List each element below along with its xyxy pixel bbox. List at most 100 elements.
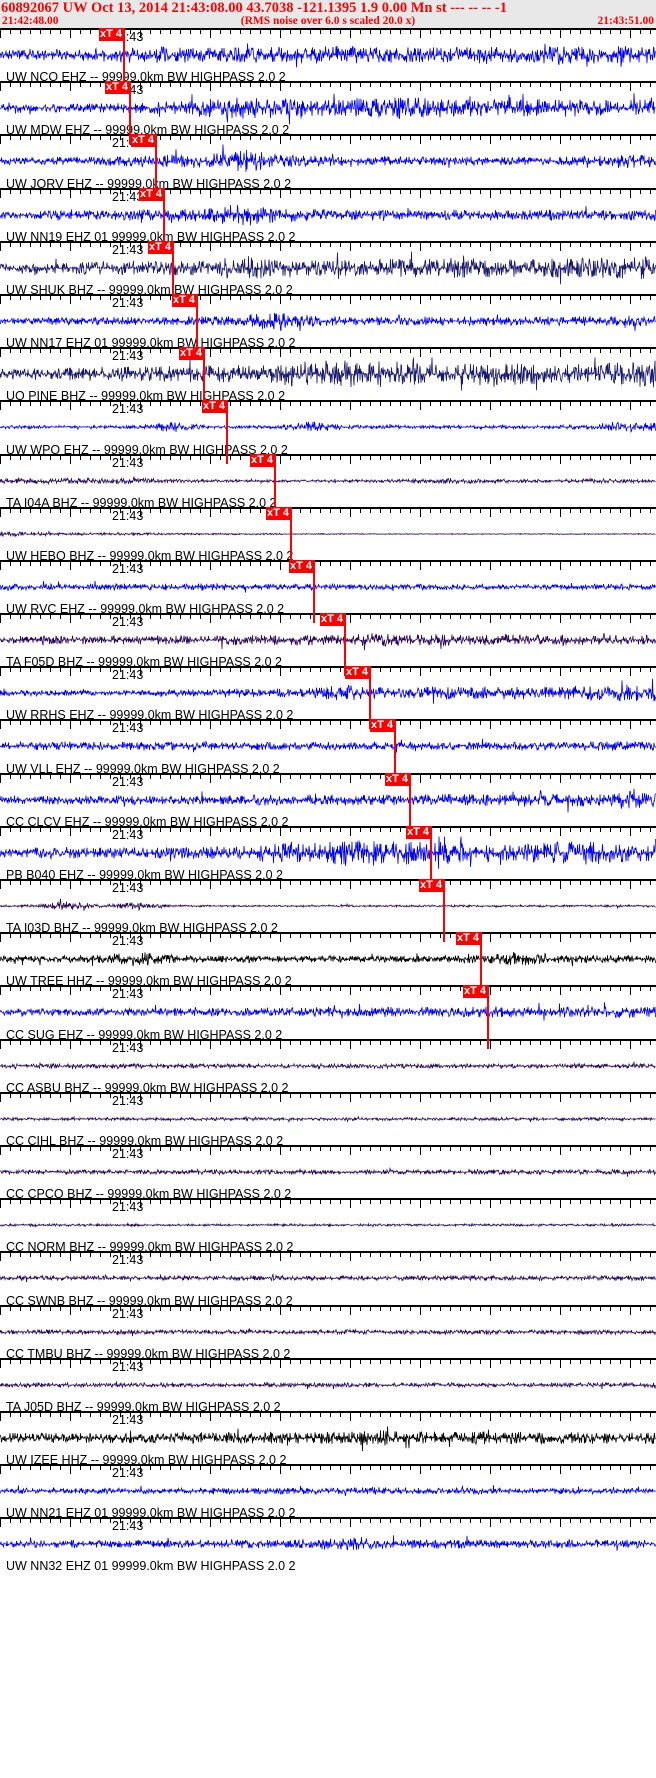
- pick-marker-label[interactable]: xT 4: [250, 453, 274, 467]
- trace-row[interactable]: 21:43 xT 4 UW NN17 EHZ 01 99999.0km BW HIG…: [0, 293, 656, 348]
- trace-row[interactable]: 21:43 xT 4 TA I04A BHZ -- 99999.0km BW HIG…: [0, 453, 656, 507]
- waveform-trace[interactable]: [0, 1261, 656, 1295]
- trace-row[interactable]: 21:43 CC CIHL BHZ -- 99999.0km BW HIGHPAS…: [0, 1091, 656, 1145]
- pick-marker-line[interactable]: [172, 240, 174, 294]
- trace-row[interactable]: 21:43 UW NN21 EHZ 01 99999.0km BW HIGHPAS…: [0, 1464, 656, 1517]
- waveform-trace[interactable]: [0, 1155, 656, 1189]
- pick-marker-line[interactable]: [155, 134, 157, 188]
- pick-marker-label[interactable]: xT 4: [385, 772, 409, 786]
- trace-row[interactable]: 21:43 CC TMBU BHZ -- 99999.0km BW HIGHPAS…: [0, 1304, 656, 1358]
- trace-row[interactable]: 21:43 xT 4 UW VLL EHZ -- 99999.0km BW HIGH…: [0, 719, 656, 773]
- tick-minor: [100, 560, 102, 566]
- waveform-trace[interactable]: [0, 198, 656, 232]
- pick-marker-label[interactable]: xT 4: [179, 347, 203, 361]
- pick-marker-label[interactable]: xT 4: [320, 613, 344, 627]
- pick-marker-line[interactable]: [226, 400, 228, 454]
- pick-marker-label[interactable]: xT 4: [463, 985, 487, 999]
- trace-axis-line: [0, 453, 656, 456]
- waveform-trace[interactable]: [0, 1049, 656, 1083]
- pick-marker-label[interactable]: xT 4: [456, 932, 480, 946]
- waveform-trace[interactable]: [0, 1527, 656, 1561]
- waveform-trace[interactable]: [0, 410, 656, 444]
- trace-row[interactable]: 21:43 xT 4 UW WPO EHZ -- 99999.0km BW HIGH…: [0, 400, 656, 454]
- waveform-trace[interactable]: [0, 38, 656, 72]
- waveform-trace[interactable]: [0, 729, 656, 763]
- waveform-trace[interactable]: [0, 889, 656, 923]
- pick-marker-label[interactable]: xT 4: [105, 81, 129, 95]
- trace-row[interactable]: 21:43 xT 4 TA I03D BHZ -- 99999.0km BW HIG…: [0, 879, 656, 933]
- trace-row[interactable]: 21:43 xT 4 UW SHUK BHZ -- 99999.0km BW HIG…: [0, 240, 656, 294]
- trace-row[interactable]: 21:43 xT 4 UW RRHS EHZ -- 99999.0km BW HIG…: [0, 666, 656, 720]
- pick-marker-label[interactable]: xT 4: [139, 187, 163, 201]
- pick-marker-line[interactable]: [394, 719, 396, 773]
- pick-marker-label[interactable]: xT 4: [419, 879, 443, 892]
- pick-marker-line[interactable]: [480, 932, 482, 986]
- pick-marker-label[interactable]: xT 4: [345, 666, 369, 680]
- pick-marker-line[interactable]: [369, 666, 371, 720]
- trace-row[interactable]: 21:43 CC NORM BHZ -- 99999.0km BW HIGHPAS…: [0, 1198, 656, 1251]
- trace-row[interactable]: 21:43 CC CPCQ BHZ -- 99999.0km BW HIGHPAS…: [0, 1144, 656, 1198]
- waveform-trace[interactable]: [0, 942, 656, 976]
- pick-marker-line[interactable]: [344, 613, 346, 667]
- pick-marker-label[interactable]: xT 4: [370, 719, 394, 733]
- waveform-trace[interactable]: [0, 1421, 656, 1455]
- waveform-trace[interactable]: [0, 783, 656, 817]
- trace-row[interactable]: 21:43 UW IZEE HHZ -- 99999.0km BW HIGHPAS…: [0, 1410, 656, 1464]
- waveform-trace[interactable]: [0, 357, 656, 391]
- pick-marker-line[interactable]: [313, 559, 315, 614]
- trace-row[interactable]: 21:43 UW NN32 EHZ 01 99999.0km BW HIGHPAS…: [0, 1517, 656, 1570]
- pick-marker-line[interactable]: [409, 772, 411, 826]
- waveform-trace[interactable]: [0, 836, 656, 870]
- trace-row[interactable]: 21:43 TA J05D BHZ -- 99999.0km BW HIGHPAS…: [0, 1357, 656, 1411]
- waveform-trace[interactable]: [0, 91, 656, 125]
- waveform-trace[interactable]: [0, 676, 656, 710]
- trace-row[interactable]: 21:43 xT 4 UW RVC EHZ -- 99999.0km BW HIGH…: [0, 559, 656, 614]
- waveform-trace[interactable]: [0, 1474, 656, 1508]
- pick-marker-line[interactable]: [274, 453, 276, 507]
- pick-marker-line[interactable]: [443, 879, 445, 933]
- pick-marker-line[interactable]: [196, 293, 198, 348]
- pick-marker-label[interactable]: xT 4: [202, 400, 226, 414]
- waveform-trace[interactable]: [0, 570, 656, 604]
- pick-marker-label[interactable]: xT 4: [406, 825, 430, 839]
- pick-marker-label[interactable]: xT 4: [289, 559, 313, 573]
- pick-marker-line[interactable]: [290, 506, 292, 560]
- waveform-trace[interactable]: [0, 1368, 656, 1402]
- trace-row[interactable]: 21:43 xT 4 UW JORV EHZ -- 99999.0km BW HIG…: [0, 134, 656, 188]
- trace-row[interactable]: 21:43 CC ASBU BHZ -- 99999.0km BW HIGHPAS…: [0, 1038, 656, 1092]
- trace-row[interactable]: 21:43 xT 4 CC SUG EHZ -- 99999.0km BW HIGH…: [0, 985, 656, 1039]
- waveform-trace[interactable]: [0, 517, 656, 551]
- trace-row[interactable]: 21:43 CC SWNB BHZ -- 99999.0km BW HIGHPAS…: [0, 1251, 656, 1305]
- trace-row[interactable]: 21:43 xT 4 UW NCO EHZ -- 99999.0km BW HIGH…: [0, 28, 656, 82]
- waveform-trace[interactable]: [0, 995, 656, 1029]
- trace-row[interactable]: 21:43 xT 4 CC CLCV EHZ -- 99999.0km BW HIG…: [0, 772, 656, 826]
- waveform-trace[interactable]: [0, 623, 656, 657]
- waveform-trace[interactable]: [0, 144, 656, 178]
- trace-row[interactable]: 21:43 xT 4 PB B040 EHZ -- 99999.0km BW HIG…: [0, 825, 656, 879]
- pick-marker-label[interactable]: xT 4: [266, 506, 290, 520]
- pick-marker-label[interactable]: xT 4: [172, 293, 196, 307]
- pick-marker-label[interactable]: xT 4: [148, 240, 172, 254]
- pick-marker-label[interactable]: xT 4: [99, 28, 123, 41]
- pick-marker-line[interactable]: [487, 985, 489, 1039]
- trace-row[interactable]: 21:43 xT 4 UW HEBO BHZ -- 99999.0km BW HIG…: [0, 506, 656, 560]
- trace-row[interactable]: 21:43 xT 4 UW NN19 EHZ 01 99999.0km BW HIG…: [0, 187, 656, 241]
- trace-row[interactable]: 21:43 xT 4 TA F05D BHZ -- 99999.0km BW HIG…: [0, 613, 656, 667]
- waveform-trace[interactable]: [0, 1102, 656, 1136]
- pick-marker-line[interactable]: [430, 825, 432, 879]
- tick-minor: [460, 1252, 462, 1258]
- pick-marker-line[interactable]: [163, 187, 165, 241]
- waveform-trace[interactable]: [0, 251, 656, 285]
- pick-marker-label[interactable]: xT 4: [131, 134, 155, 148]
- trace-row[interactable]: 21:43 xT 4 UW TREE HHZ -- 99999.0km BW HIG…: [0, 932, 656, 986]
- pick-marker-line[interactable]: [129, 81, 131, 135]
- waveform-trace[interactable]: [0, 464, 656, 498]
- waveform-trace[interactable]: [0, 304, 656, 338]
- pick-marker-line[interactable]: [203, 347, 205, 401]
- pick-marker-line[interactable]: [123, 28, 125, 82]
- waveform-trace[interactable]: [0, 1208, 656, 1242]
- waveform-trace[interactable]: [0, 1315, 656, 1349]
- trace-row[interactable]: 21:43 xT 4 UO PINE BHZ -- 99999.0km BW HIG…: [0, 347, 656, 401]
- tick-minor: [520, 1358, 522, 1364]
